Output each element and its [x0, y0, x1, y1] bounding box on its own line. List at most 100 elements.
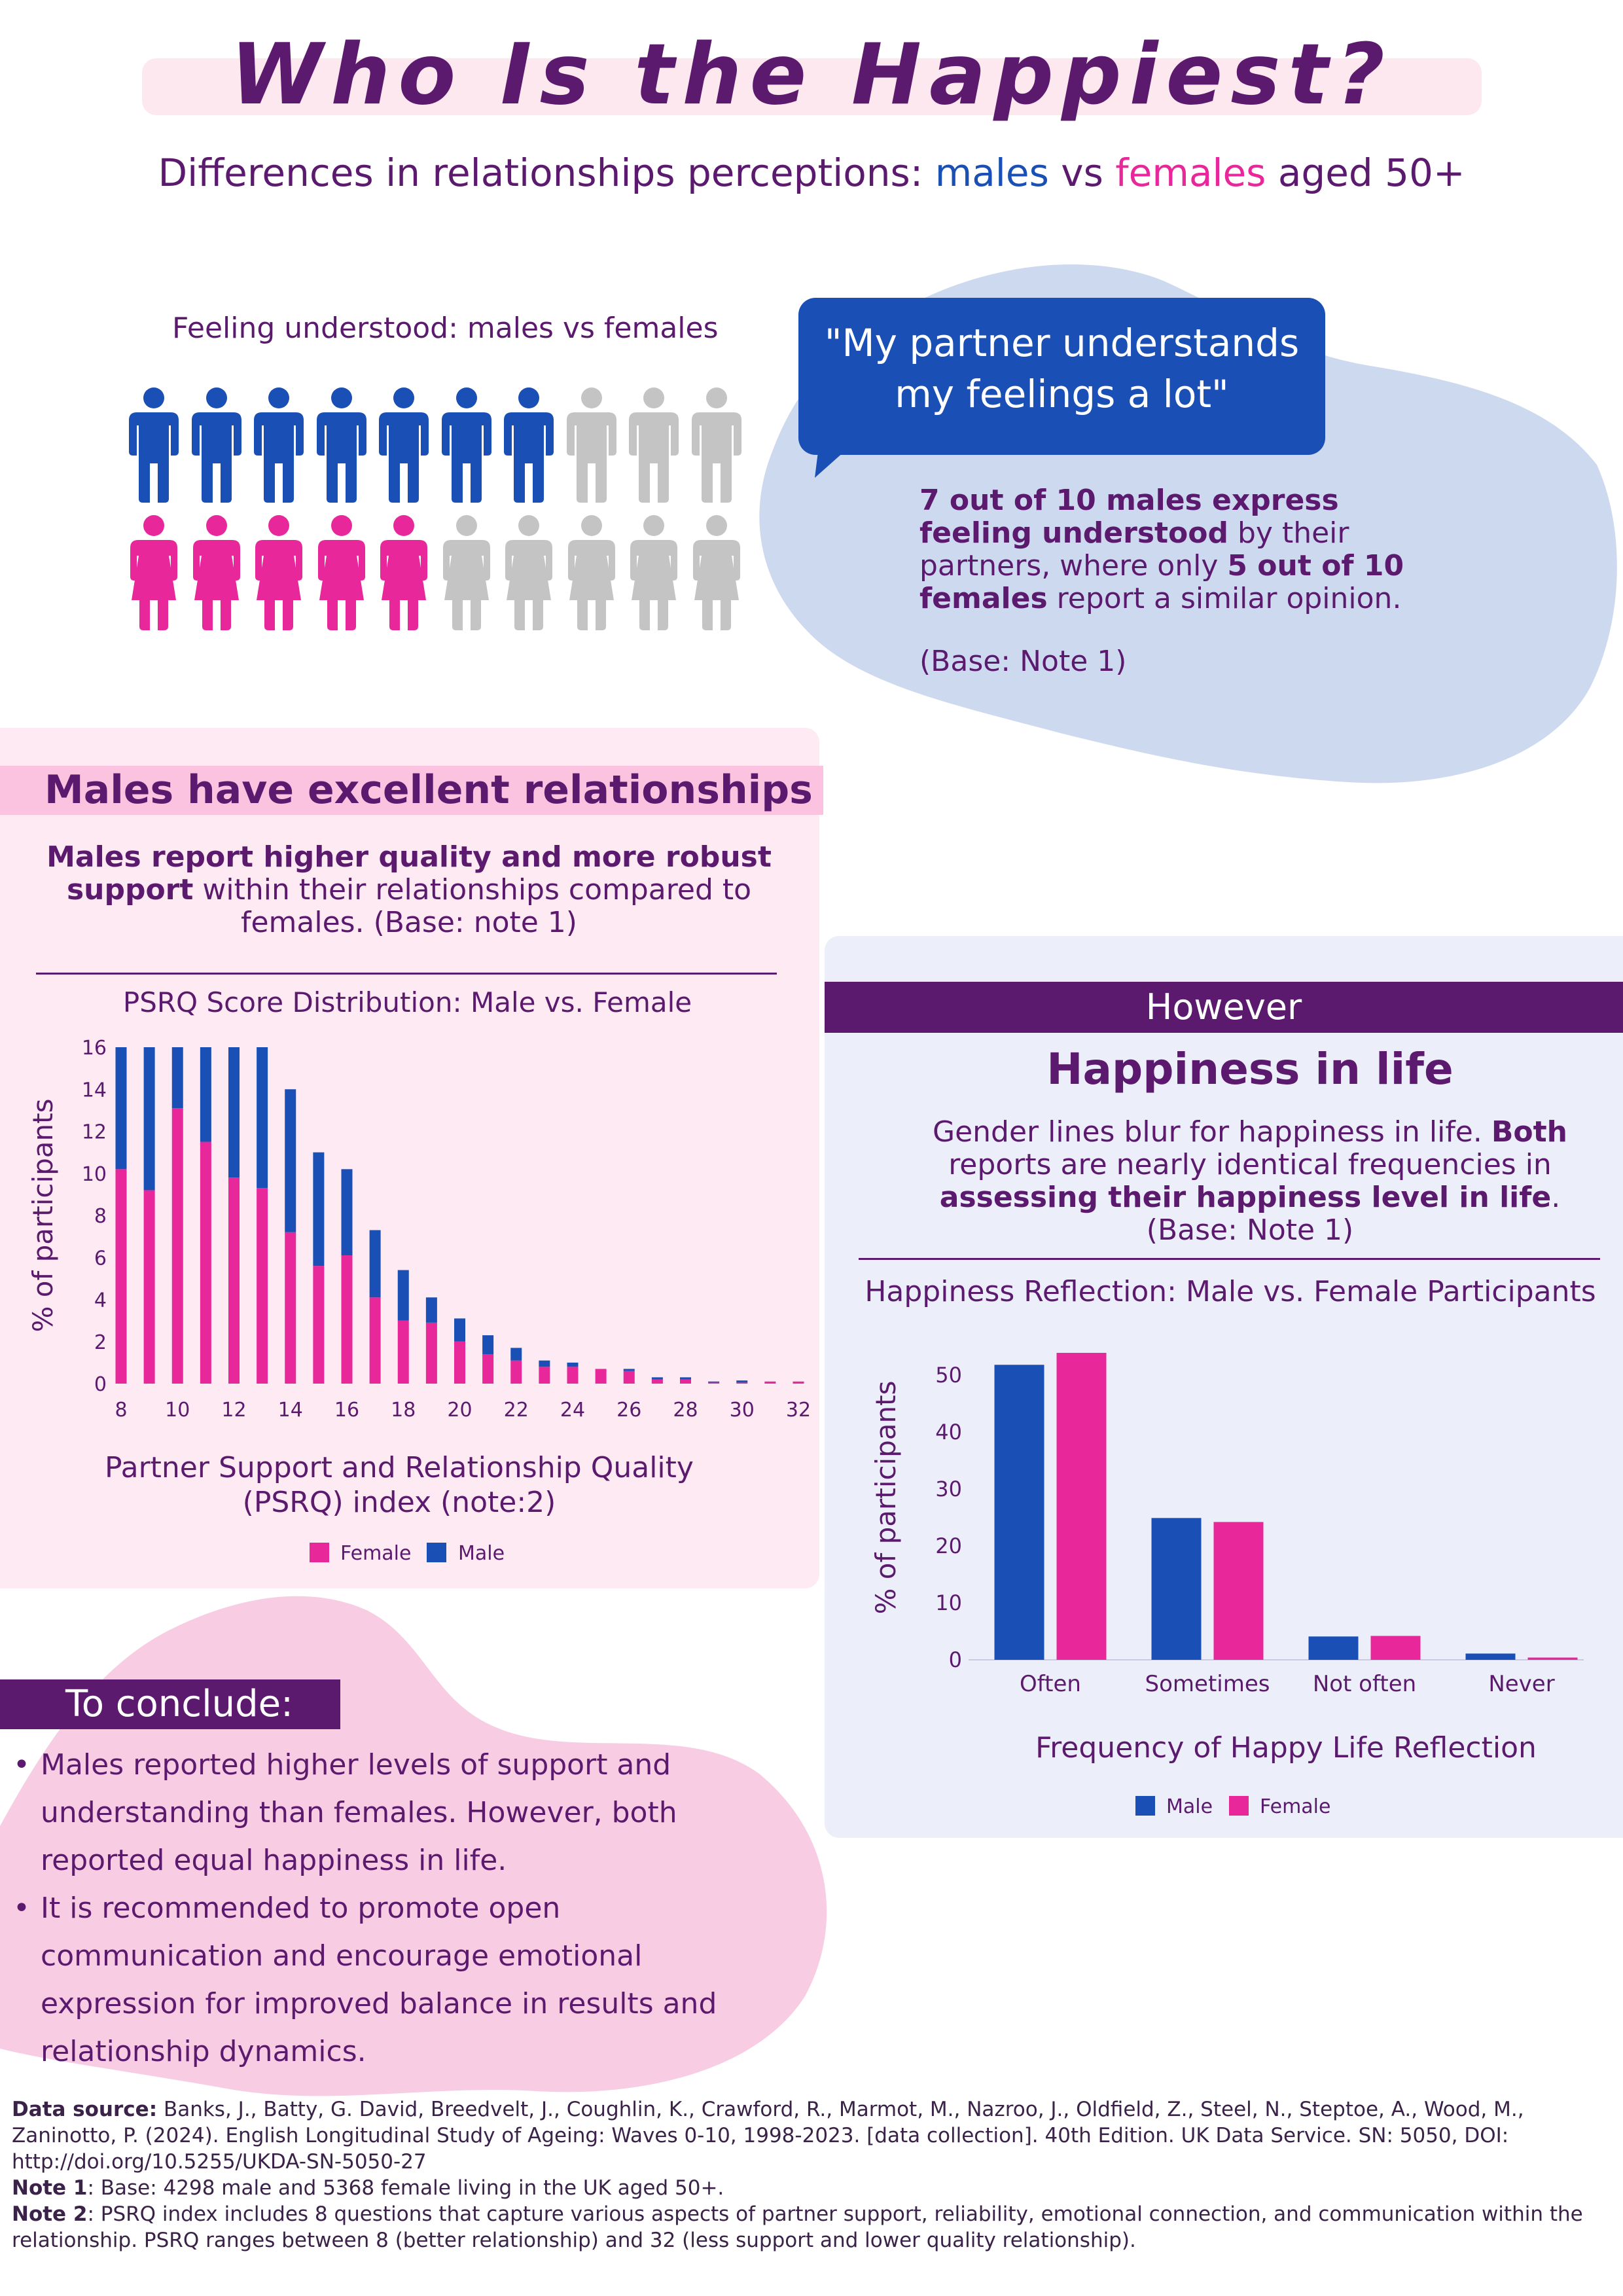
male-bar — [171, 1047, 183, 1109]
female-bar — [539, 1367, 550, 1384]
males-text-rest: within their relationships compared to f… — [193, 873, 752, 939]
however-panel — [825, 936, 1623, 1838]
hap-text-3: . (Base: Note 1) — [1146, 1181, 1561, 1247]
female-bar — [171, 1108, 183, 1384]
male-person-icon — [504, 387, 554, 503]
male-bar — [994, 1365, 1044, 1660]
female-bar — [115, 1169, 127, 1384]
grey-person-icon — [692, 515, 740, 630]
people-pictogram — [124, 386, 753, 630]
male-bar — [736, 1380, 748, 1383]
legend-swatch-female — [310, 1543, 329, 1562]
male-bar — [115, 1047, 127, 1170]
feeling-understood-title: Feeling understood: males vs females — [172, 312, 719, 345]
conclusion-list: Males reported higher levels of support … — [13, 1741, 785, 2075]
male-bar — [425, 1297, 437, 1323]
however-band — [825, 982, 1623, 1033]
y-tick-label: 30 — [935, 1477, 962, 1501]
male-bar — [651, 1377, 663, 1380]
legend-label: Female — [1260, 1795, 1330, 1818]
happiness-text: Gender lines blur for happiness in life.… — [903, 1116, 1597, 1247]
grey-person-icon — [442, 515, 490, 630]
male-bar — [143, 1047, 155, 1191]
y-tick-label: 40 — [935, 1420, 962, 1444]
x-tick-label: 18 — [391, 1399, 416, 1422]
male-bar — [708, 1381, 720, 1383]
female-bar — [1370, 1636, 1421, 1660]
y-axis-label: % of participants — [27, 1098, 59, 1332]
female-bar — [651, 1379, 663, 1384]
subtitle-females: females — [1115, 151, 1266, 195]
note-1-text: : Base: 4298 male and 5368 female living… — [87, 2176, 724, 2200]
male-bar — [285, 1089, 296, 1232]
male-person-icon — [316, 387, 366, 503]
female-bar — [595, 1369, 607, 1384]
male-bar — [1151, 1518, 1202, 1660]
male-bar — [482, 1335, 494, 1355]
female-bar — [510, 1360, 522, 1384]
conclusion-band — [0, 1679, 340, 1729]
male-bar — [1308, 1636, 1359, 1660]
however-banner: However — [1145, 986, 1302, 1028]
footnotes: Data source: Banks, J., Batty, G. David,… — [12, 2096, 1615, 2253]
hap-bold-2: assessing their happiness level in life — [939, 1181, 1552, 1214]
female-person-icon — [130, 515, 177, 630]
y-tick-label: 12 — [82, 1121, 107, 1144]
note-1: Note 1: Base: 4298 male and 5368 female … — [12, 2175, 1615, 2201]
male-bar — [510, 1348, 522, 1361]
subtitle-males: males — [935, 151, 1049, 195]
female-bar — [708, 1382, 720, 1384]
grey-person-icon — [566, 387, 616, 503]
legend-label: Male — [458, 1542, 505, 1565]
y-tick-label: 8 — [94, 1205, 107, 1228]
x-tick-label: 14 — [278, 1399, 303, 1422]
psrq-chart-title: PSRQ Score Distribution: Male vs. Female — [122, 986, 692, 1018]
quote-bubble: "My partner understands my feelings a lo… — [798, 298, 1325, 455]
feeling-understood-base: (Base: Note 1) — [919, 645, 1127, 678]
x-tick-label: Not often — [1313, 1671, 1416, 1697]
female-bar — [257, 1188, 268, 1384]
y-tick-label: 16 — [82, 1037, 107, 1060]
x-axis-label: Frequency of Happy Life Reflection — [1035, 1731, 1537, 1765]
male-bar — [454, 1318, 465, 1342]
y-tick-label: 14 — [82, 1079, 107, 1102]
males-text-bold: Males report higher quality and more rob… — [46, 840, 772, 906]
subtitle-suffix: aged 50+ — [1266, 151, 1465, 195]
males-divider — [36, 973, 777, 975]
subtitle-prefix: Differences in relationships perceptions… — [158, 151, 935, 195]
female-bar — [200, 1141, 211, 1384]
male-bar — [257, 1047, 268, 1189]
female-bar — [341, 1255, 353, 1384]
y-tick-label: 0 — [94, 1373, 107, 1396]
note-2-text: : PSRQ index includes 8 questions that c… — [12, 2202, 1583, 2252]
male-bar — [313, 1152, 325, 1266]
y-tick-label: 6 — [94, 1247, 107, 1270]
grey-person-icon — [629, 387, 679, 503]
x-tick-label: 26 — [616, 1399, 641, 1422]
female-bar — [1527, 1657, 1578, 1660]
male-bar — [397, 1270, 409, 1321]
x-tick-label: Sometimes — [1145, 1671, 1270, 1697]
legend-swatch-female — [1229, 1796, 1249, 1816]
males-panel — [0, 728, 819, 1588]
legend-swatch-male — [427, 1543, 446, 1562]
male-bar — [341, 1169, 353, 1256]
male-person-icon — [254, 387, 304, 503]
y-tick-label: 10 — [82, 1163, 107, 1186]
x-tick-label: 20 — [447, 1399, 472, 1422]
female-bar — [1056, 1352, 1107, 1660]
fu-text-1: by their partners, where only — [919, 516, 1349, 583]
female-bar — [228, 1177, 240, 1384]
y-tick-label: 0 — [949, 1647, 962, 1672]
data-source-text: Banks, J., Batty, G. David, Breedvelt, J… — [12, 2098, 1524, 2174]
title-band — [142, 58, 1482, 115]
hap-text-1: Gender lines blur for happiness in life. — [933, 1115, 1491, 1149]
female-person-icon — [317, 515, 365, 630]
female-bar — [143, 1190, 155, 1384]
grey-person-icon — [630, 515, 677, 630]
female-bar — [454, 1341, 465, 1384]
male-person-icon — [441, 387, 491, 503]
males-text: Males report higher quality and more rob… — [39, 841, 779, 939]
female-bar — [736, 1382, 748, 1384]
